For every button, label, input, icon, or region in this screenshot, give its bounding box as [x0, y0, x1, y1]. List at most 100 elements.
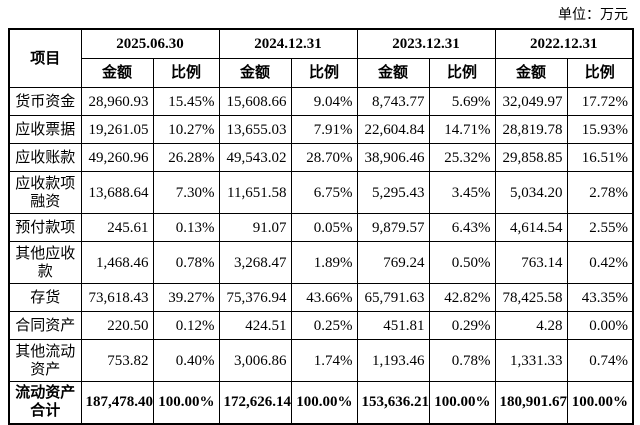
ratio-cell: 7.91%: [290, 115, 358, 144]
ratio-cell: 100.00%: [428, 381, 496, 424]
amount-cell: 3,006.86: [218, 339, 292, 382]
ratio-cell: 16.51%: [566, 143, 634, 172]
ratio-cell: 0.12%: [152, 311, 220, 340]
period-header: 2025.06.30: [80, 28, 220, 59]
subheader: 比例: [152, 58, 220, 88]
amount-cell: 424.51: [218, 311, 292, 340]
amount-cell: 5,034.20: [494, 171, 568, 214]
ratio-cell: 0.25%: [290, 311, 358, 340]
row-label: 流动资产合计: [8, 381, 82, 424]
row-label: 应收账款: [8, 143, 82, 172]
data-row: 其他流动资产 753.82 0.40% 3,006.86 1.74% 1,193.46 0.…: [8, 339, 634, 382]
subheader: 比例: [566, 58, 634, 88]
amount-cell: 1,193.46: [356, 339, 430, 382]
amount-cell: 15,608.66: [218, 87, 292, 116]
ratio-cell: 28.70%: [290, 143, 358, 172]
ratio-cell: 39.27%: [152, 283, 220, 312]
amount-cell: 13,655.03: [218, 115, 292, 144]
unit-label: 单位：万元: [558, 8, 628, 23]
amount-cell: 753.82: [80, 339, 154, 382]
amount-cell: 4.28: [494, 311, 568, 340]
ratio-cell: 100.00%: [290, 381, 358, 424]
amount-cell: 3,268.47: [218, 241, 292, 284]
data-row: 应收账款 49,260.96 26.28% 49,543.02 28.70% 38,906…: [8, 143, 634, 172]
ratio-cell: 1.74%: [290, 339, 358, 382]
data-row: 其他应收款 1,468.46 0.78% 3,268.47 1.89% 769.24 0.5…: [8, 241, 634, 284]
row-label: 应收款项融资: [8, 171, 82, 214]
amount-cell: 4,614.54: [494, 213, 568, 242]
ratio-cell: 2.78%: [566, 171, 634, 214]
amount-cell: 78,425.58: [494, 283, 568, 312]
subheader: 比例: [290, 58, 358, 88]
amount-cell: 769.24: [356, 241, 430, 284]
period-header: 2022.12.31: [494, 28, 634, 59]
row-label: 预付款项: [8, 213, 82, 242]
header-row: 项目 2025.06.30 2024.12.31 2023.12.31 2022.12…: [8, 28, 634, 88]
ratio-cell: 100.00%: [152, 381, 220, 424]
ratio-cell: 0.50%: [428, 241, 496, 284]
ratio-cell: 100.00%: [566, 381, 634, 424]
subheader-row: 金额 比例 金额 比例 金额 比例 金额 比例: [9, 58, 634, 88]
amount-cell: 153,636.21: [356, 381, 430, 424]
amount-cell: 28,960.93: [80, 87, 154, 116]
subheader: 金额: [80, 58, 154, 88]
subheader: 金额: [356, 58, 430, 88]
data-row: 货币资金 28,960.93 15.45% 15,608.66 9.04% 8,743.7…: [8, 87, 634, 116]
ratio-cell: 43.66%: [290, 283, 358, 312]
amount-cell: 91.07: [218, 213, 292, 242]
ratio-cell: 3.45%: [428, 171, 496, 214]
ratio-cell: 26.28%: [152, 143, 220, 172]
amount-cell: 8,743.77: [356, 87, 430, 116]
ratio-cell: 10.27%: [152, 115, 220, 144]
ratio-cell: 1.89%: [290, 241, 358, 284]
data-row: 预付款项 245.61 0.13% 91.07 0.05% 9,879.57 6.43% 4,…: [8, 213, 634, 242]
ratio-cell: 0.00%: [566, 311, 634, 340]
row-label: 应收票据: [8, 115, 82, 144]
ratio-cell: 6.75%: [290, 171, 358, 214]
amount-cell: 187,478.40: [80, 381, 154, 424]
ratio-cell: 14.71%: [428, 115, 496, 144]
ratio-cell: 43.35%: [566, 283, 634, 312]
subheader: 比例: [428, 58, 496, 88]
row-label: 其他流动资产: [8, 339, 82, 382]
ratio-cell: 0.29%: [428, 311, 496, 340]
row-label: 合同资产: [8, 311, 82, 340]
ratio-cell: 42.82%: [428, 283, 496, 312]
amount-cell: 5,295.43: [356, 171, 430, 214]
total-row: 流动资产合计 187,478.40 100.00% 172,626.14 100.00%…: [8, 381, 634, 424]
amount-cell: 19,261.05: [80, 115, 154, 144]
ratio-cell: 0.78%: [152, 241, 220, 284]
row-label: 货币资金: [8, 87, 82, 116]
amount-cell: 49,260.96: [80, 143, 154, 172]
period-header: 2024.12.31: [218, 28, 358, 59]
amount-cell: 32,049.97: [494, 87, 568, 116]
ratio-cell: 5.69%: [428, 87, 496, 116]
row-label: 其他应收款: [8, 241, 82, 284]
amount-cell: 220.50: [80, 311, 154, 340]
data-row: 应收票据 19,261.05 10.27% 13,655.03 7.91% 22,604.…: [8, 115, 634, 144]
asset-table: 项目 2025.06.30 2024.12.31 2023.12.31 2022.12…: [8, 28, 634, 425]
amount-cell: 75,376.94: [218, 283, 292, 312]
table-body: 货币资金 28,960.93 15.45% 15,608.66 9.04% 8,743.7…: [8, 87, 634, 424]
ratio-cell: 6.43%: [428, 213, 496, 242]
amount-cell: 29,858.85: [494, 143, 568, 172]
period-header: 2023.12.31: [356, 28, 496, 59]
amount-cell: 38,906.46: [356, 143, 430, 172]
ratio-cell: 0.13%: [152, 213, 220, 242]
subheader: 金额: [494, 58, 568, 88]
amount-cell: 1,468.46: [80, 241, 154, 284]
amount-cell: 9,879.57: [356, 213, 430, 242]
amount-cell: 22,604.84: [356, 115, 430, 144]
amount-cell: 1,331.33: [494, 339, 568, 382]
ratio-cell: 0.42%: [566, 241, 634, 284]
ratio-cell: 0.78%: [428, 339, 496, 382]
amount-cell: 73,618.43: [80, 283, 154, 312]
amount-cell: 172,626.14: [218, 381, 292, 424]
amount-cell: 13,688.64: [80, 171, 154, 214]
amount-cell: 451.81: [356, 311, 430, 340]
ratio-cell: 15.45%: [152, 87, 220, 116]
row-label: 存货: [8, 283, 82, 312]
data-row: 合同资产 220.50 0.12% 424.51 0.25% 451.81 0.29% 4.2…: [8, 311, 634, 340]
amount-cell: 65,791.63: [356, 283, 430, 312]
